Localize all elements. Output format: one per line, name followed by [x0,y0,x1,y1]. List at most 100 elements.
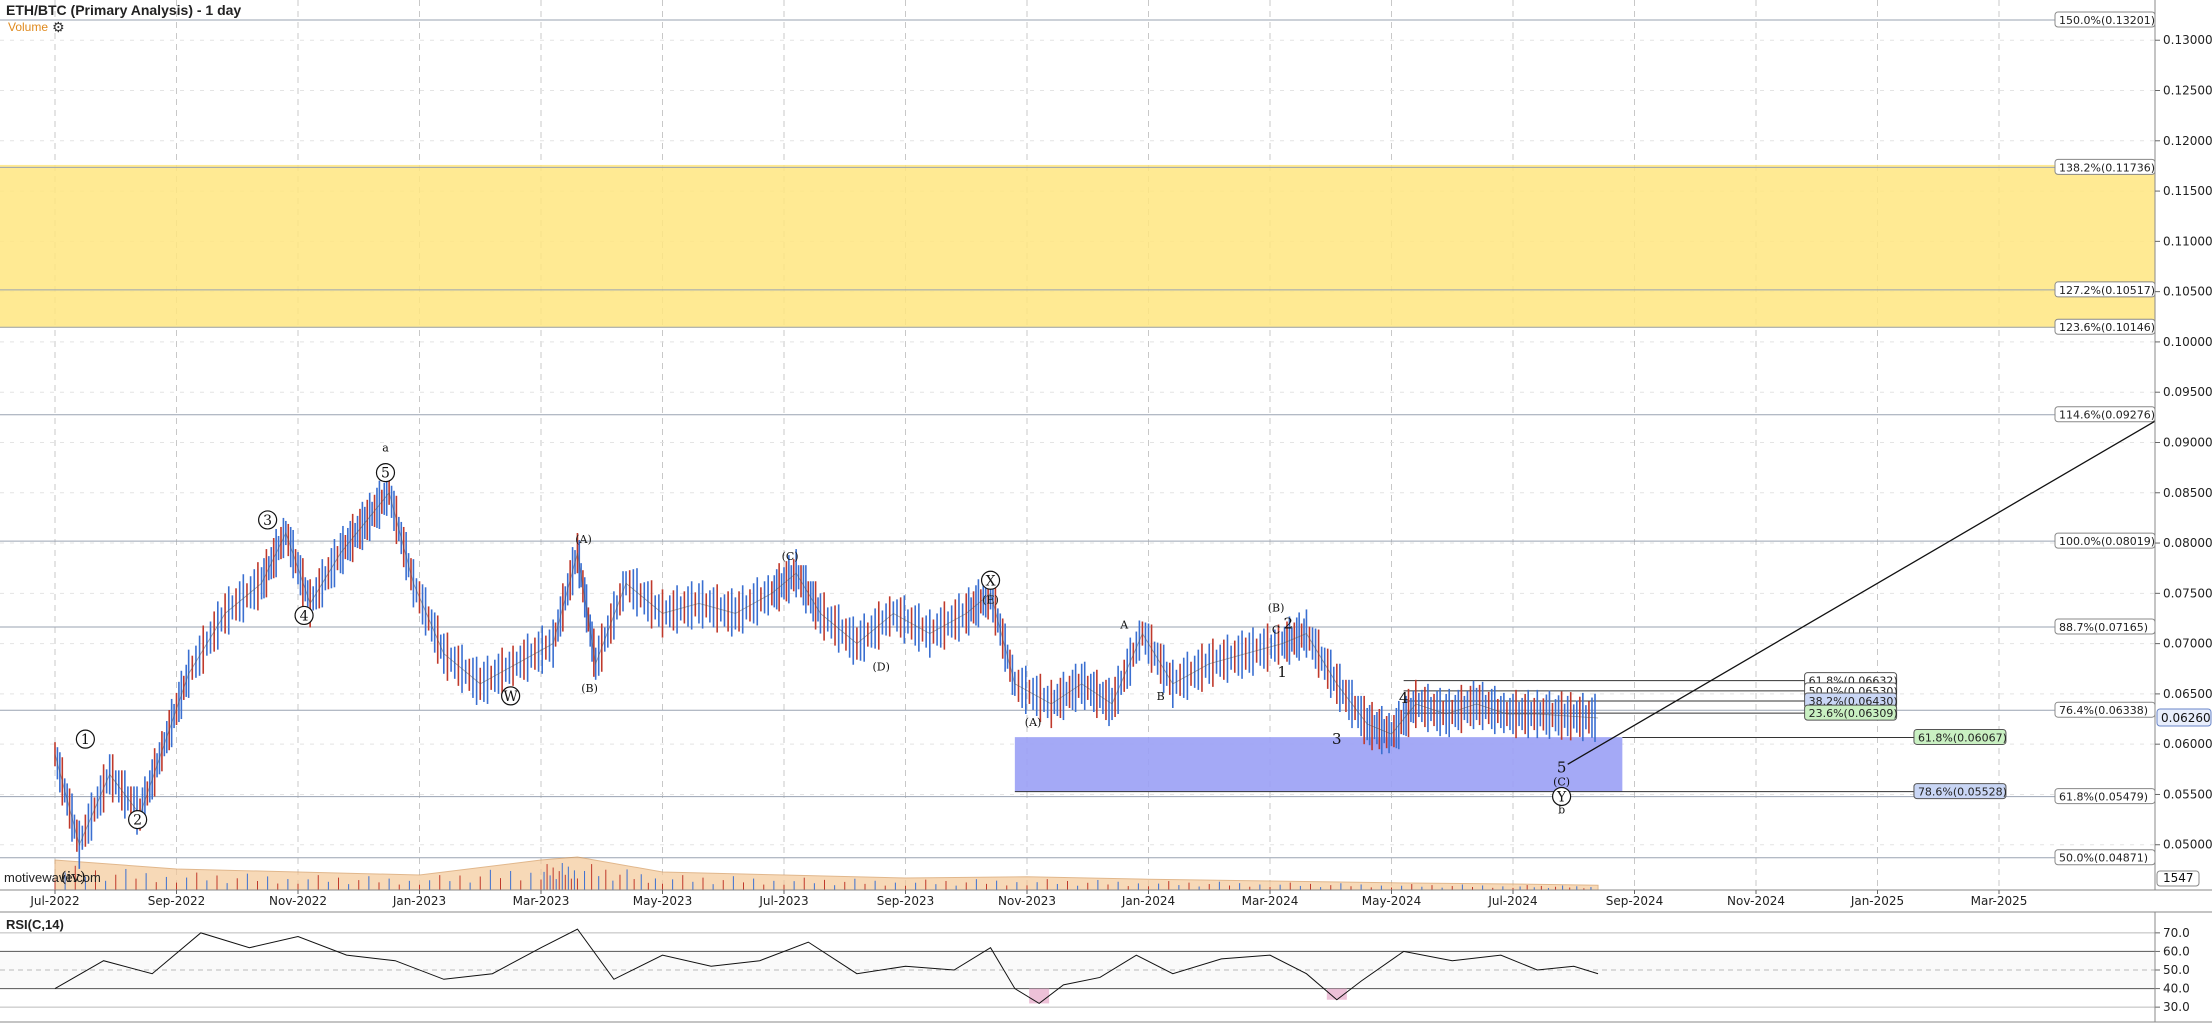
support-zone [1014,737,1623,792]
wave-label-circle [980,570,1001,590]
y-tick-label: 0.06000 [2163,737,2212,751]
x-tick-label: Sep-2022 [148,894,206,908]
y-tick-label: 0.12000 [2163,134,2212,148]
wave-label: b [1558,804,1565,817]
wave-label: 3 [1332,730,1342,748]
wave-label: (A) [575,533,592,546]
last-price-badge [2156,708,2212,727]
rsi-tick-label: 30.0 [2163,1000,2190,1014]
time-axis [0,890,2212,910]
volume-badge [2156,870,2200,887]
watermark: motivewave.com [4,870,101,885]
wave-label: X [986,573,996,589]
x-tick-label: May-2023 [633,894,692,908]
gear-icon[interactable]: ⚙ [52,20,65,36]
rsi-tick-label: 60.0 [2163,944,2190,958]
fib-level-label: 88.7%(0.07165) [2059,621,2148,634]
y-tick-label: 0.10000 [2163,335,2212,349]
wave-label: (A) [1025,716,1042,729]
wave-label: W [503,689,518,705]
target-zone [0,164,2155,328]
wave-label: 2 [133,813,142,829]
x-tick-label: Mar-2024 [1242,894,1299,908]
chart-title: ETH/BTC (Primary Analysis) - 1 day [6,2,242,18]
fib-level-label: 138.2%(0.11736) [2059,161,2155,174]
y-tick-label: 0.11500 [2163,184,2212,198]
wave-label: 2 [1283,615,1293,633]
wave-label: 3 [263,513,272,529]
wave-label: A [1119,619,1129,632]
wave-label: 4 [300,608,309,624]
wave-label: 5 [1557,758,1567,776]
fib-level-label: 127.2%(0.10517) [2059,284,2155,297]
x-tick-label: Sep-2024 [1606,894,1664,908]
wave-label: (D) [872,661,889,674]
x-tick-label: Jul-2024 [1487,894,1537,908]
inner-fib-box [1913,783,2007,800]
x-tick-label: Jul-2023 [758,894,808,908]
x-tick-label: Jan-2025 [1850,894,1904,908]
wave-label: (iv) [61,868,86,886]
wave-label: C [1272,624,1280,637]
inner-fib-label: 78.6%(0.05528) [1918,786,2007,799]
rsi-oversold-fill [1029,988,1050,1004]
wave-label: 4 [1399,689,1409,707]
wave-label: 5 [381,466,390,482]
fib-level-label: 61.8%(0.05479) [2059,791,2148,804]
x-tick-label: Jul-2022 [29,894,79,908]
x-tick-label: Nov-2024 [1727,894,1785,908]
wave-label-circle [75,729,95,749]
volume-value-label: 1547 [2163,871,2194,885]
wave-label-circle [375,463,396,483]
x-tick-label: Mar-2023 [513,894,570,908]
wave-label: Y [1556,789,1567,805]
inner-fib-box [1804,704,1898,721]
y-tick-label: 0.05000 [2163,838,2212,852]
wave-label: (B) [1268,601,1285,614]
fib-level-label: 114.6%(0.09276) [2059,409,2155,422]
y-tick-label: 0.05500 [2163,787,2212,801]
rsi-tick-label: 70.0 [2163,926,2190,940]
y-tick-label: 0.07000 [2163,637,2212,651]
x-tick-label: Nov-2022 [269,894,327,908]
fib-level-label: 100.0%(0.08019) [2059,535,2155,548]
last-price-label: 0.06260 [2161,711,2211,725]
rsi-label: RSI(C,14) [6,917,64,932]
fib-level-label: 123.6%(0.10146) [2059,321,2155,334]
x-tick-label: Jan-2024 [1121,894,1175,908]
fib-level-label: 150.0%(0.13201) [2059,14,2155,27]
y-tick-label: 0.07500 [2163,586,2212,600]
y-tick-label: 0.08000 [2163,536,2212,550]
y-tick-label: 0.06500 [2163,687,2212,701]
wave-label-circle [258,510,278,530]
y-tick-label: 0.09000 [2163,435,2212,449]
rsi-tick-label: 50.0 [2163,963,2190,977]
inner-fib-label: 23.6%(0.06309) [1809,707,1898,720]
wave-label: B [1157,690,1165,703]
volume-toggle[interactable]: Volume [8,20,49,34]
wave-label-circle [128,810,148,830]
wave-label: (C) [1553,775,1570,788]
y-tick-label: 0.12500 [2163,84,2212,98]
rsi-tick-label: 40.0 [2163,982,2190,996]
inner-fib-box [1913,728,2007,745]
fib-level-label: 76.4%(0.06338) [2059,704,2148,717]
rsi-line [54,928,1599,1005]
x-tick-label: Jan-2023 [392,894,446,908]
y-tick-label: 0.10500 [2163,285,2212,299]
x-tick-label: Mar-2025 [1971,894,2028,908]
y-tick-label: 0.13000 [2163,33,2212,47]
x-tick-label: Nov-2023 [998,894,1056,908]
y-tick-label: 0.11000 [2163,234,2212,248]
x-tick-label: May-2024 [1362,894,1421,908]
wave-label: 1 [81,732,90,748]
inner-fib-label: 61.8%(0.06067) [1918,731,2007,744]
y-tick-label: 0.09500 [2163,385,2212,399]
wave-label-circle [1551,786,1572,807]
fib-level-label: 50.0%(0.04871) [2059,852,2148,865]
wave-label: (C) [782,550,799,563]
price-axis [2155,0,2212,890]
wave-label: (E) [982,593,999,606]
